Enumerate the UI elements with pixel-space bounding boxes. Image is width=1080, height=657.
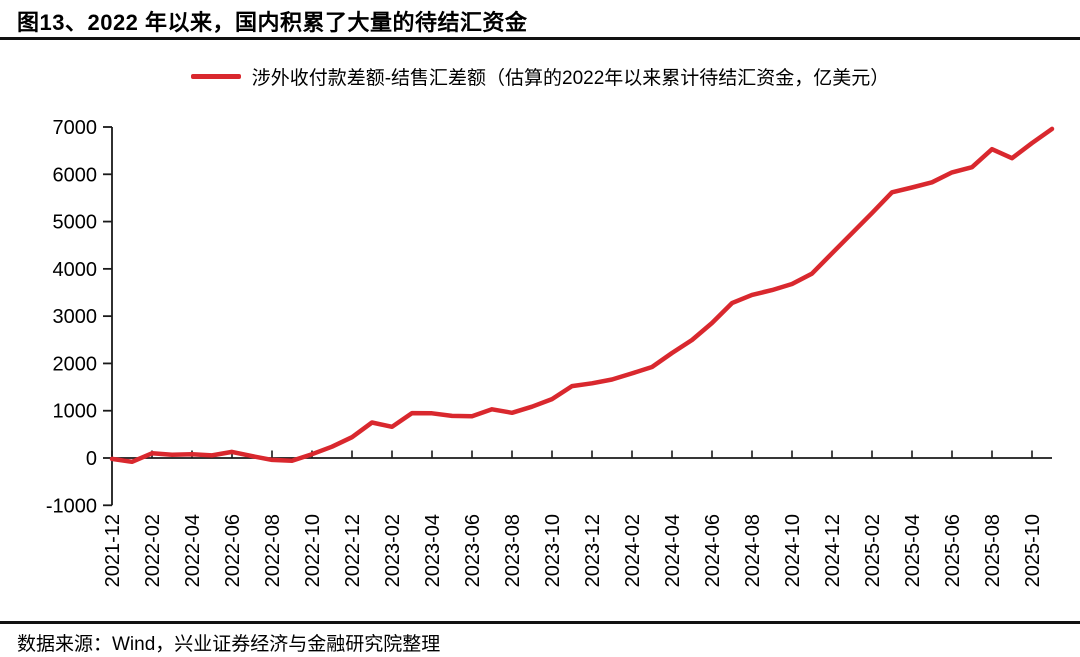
x-tick-label: 2024-12 [822,514,844,587]
x-tick-label: 2024-04 [662,514,684,587]
data-source-note: 数据来源：Wind，兴业证券经济与金融研究院整理 [17,634,441,655]
series-line [109,126,1055,465]
x-tick-label: 2022-06 [222,514,244,587]
x-tick-label: 2025-10 [1022,514,1044,587]
y-tick-label: 0 [86,448,97,470]
x-tick-label: 2021-12 [102,514,124,587]
y-tick-label: 4000 [53,259,98,281]
x-tick-label: 2024-06 [702,514,724,587]
y-tick-label: 2000 [53,353,98,375]
x-tick-label: 2022-04 [182,514,204,587]
x-tick-label: 2024-08 [742,514,764,587]
x-tick-label: 2022-12 [342,514,364,587]
y-tick-label: 3000 [53,306,98,328]
chart-legend: 涉外收付款差额-结售汇差额（估算的2022年以来累计待结汇资金，亿美元） [0,63,1080,90]
x-tick-label: 2024-10 [782,514,804,587]
y-axis: 7000 6000 5000 4000 3000 2000 1000 0 -1000 [46,117,113,517]
x-tick-label: 2025-08 [982,514,1004,587]
title-divider [0,37,1080,40]
x-tick-label: 2023-04 [422,514,444,587]
y-tick-label: -1000 [46,495,97,517]
x-tick-label: 2022-08 [262,514,284,587]
y-tick-label: 7000 [53,117,98,139]
legend-line-marker [190,74,241,79]
x-tick-label: 2023-12 [582,514,604,587]
y-tick-label: 6000 [53,164,98,186]
x-tick-label: 2025-06 [942,514,964,587]
x-tick-label: 2025-02 [862,514,884,587]
x-tick-label: 2024-02 [622,514,644,587]
x-axis: 2021-12 2022-02 2022-04 2022-06 2022-08 2022-… [102,450,1052,587]
x-tick-label: 2023-06 [462,514,484,587]
data-series [109,126,1055,465]
x-tick-label: 2025-04 [902,514,924,587]
page-title: 图13、2022 年以来，国内积累了大量的待结汇资金 [17,10,528,35]
x-tick-label: 2022-10 [302,514,324,587]
x-tick-label: 2022-02 [142,514,164,587]
y-tick-label: 5000 [53,212,98,234]
legend-label: 涉外收付款差额-结售汇差额（估算的2022年以来累计待结汇资金，亿美元） [251,68,890,89]
x-tick-label: 2023-02 [382,514,404,587]
y-tick-label: 1000 [53,401,98,423]
x-tick-label: 2023-10 [542,514,564,587]
x-tick-label: 2023-08 [502,514,524,587]
footer-divider [0,621,1080,624]
